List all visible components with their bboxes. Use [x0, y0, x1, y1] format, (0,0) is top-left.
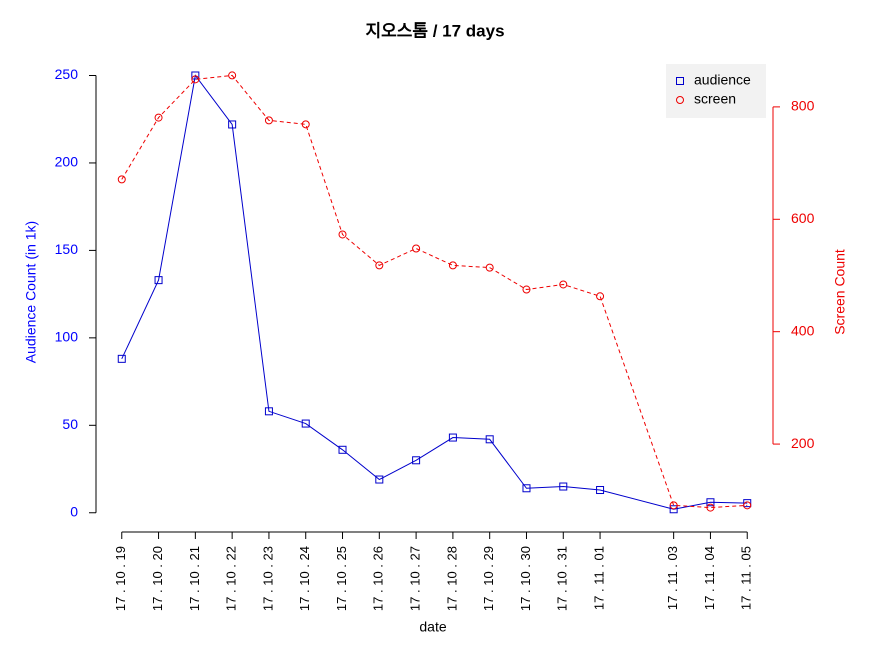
y-axis-label: Audience Count (in 1k) [23, 221, 39, 363]
x-tick-label: 17 . 10 . 19 [113, 546, 128, 611]
point [448, 261, 457, 270]
y2-tick-label: 200 [791, 435, 815, 451]
point [191, 71, 200, 80]
y-tick-label: 150 [55, 241, 79, 257]
point [706, 498, 715, 507]
x-tick-label: 17 . 11 . 03 [665, 546, 680, 610]
x-tick-label: 17 . 10 . 27 [408, 546, 423, 611]
point [338, 230, 347, 239]
point [264, 407, 273, 416]
point [228, 71, 237, 80]
legend-label: audience [694, 72, 751, 88]
y-tick-label: 50 [62, 416, 78, 432]
point [375, 475, 384, 484]
x-tick-label: 17 . 10 . 30 [518, 546, 533, 611]
y-tick-label: 100 [55, 329, 79, 345]
point [522, 484, 531, 493]
y-tick-label: 250 [55, 66, 79, 82]
point [228, 120, 237, 129]
y2-tick-label: 600 [791, 210, 815, 226]
point [412, 244, 421, 253]
point [596, 486, 605, 495]
point [669, 505, 678, 514]
x-tick-label: 17 . 10 . 28 [444, 546, 459, 611]
x-axis-label: date [419, 619, 446, 635]
series-line [121, 74, 748, 510]
x-tick-label: 17 . 11 . 01 [592, 546, 607, 610]
point [412, 456, 421, 465]
legend-marker [676, 77, 684, 85]
series-line [121, 74, 748, 509]
x-tick-label: 17 . 10 . 25 [334, 546, 349, 611]
x-tick-label: 17 . 10 . 29 [481, 546, 496, 611]
chart-title: 지오스톰 / 17 days [365, 21, 504, 40]
legend-box [666, 64, 766, 118]
point [301, 419, 310, 428]
point [191, 75, 200, 84]
x-tick-label: 17 . 11 . 05 [739, 546, 754, 610]
point [706, 503, 715, 512]
y-tick-label: 200 [55, 154, 79, 170]
x-tick-label: 17 . 10 . 23 [260, 546, 275, 611]
point [669, 501, 678, 510]
point [596, 292, 605, 301]
point [338, 445, 347, 454]
point [559, 482, 568, 491]
point [117, 175, 126, 184]
point [559, 280, 568, 289]
x-tick-label: 17 . 10 . 20 [150, 546, 165, 611]
x-tick-label: 17 . 10 . 22 [224, 546, 239, 611]
point [154, 113, 163, 122]
x-tick-label: 17 . 11 . 04 [702, 546, 717, 610]
point [375, 261, 384, 270]
y2-tick-label: 800 [791, 98, 815, 114]
x-tick-label: 17 . 10 . 31 [555, 546, 570, 611]
x-tick-label: 17 . 10 . 21 [187, 546, 202, 611]
point [154, 276, 163, 285]
point [485, 435, 494, 444]
y2-tick-label: 400 [791, 322, 815, 338]
point [485, 263, 494, 272]
y2-axis-label: Screen Count [832, 249, 848, 335]
point [117, 354, 126, 363]
point [743, 499, 752, 508]
legend-label: screen [694, 91, 736, 107]
point [448, 433, 457, 442]
point [522, 285, 531, 294]
point [264, 116, 273, 125]
point [743, 501, 752, 510]
y-tick-label: 0 [70, 503, 78, 519]
x-tick-label: 17 . 10 . 26 [371, 546, 386, 611]
x-tick-label: 17 . 10 . 24 [297, 546, 312, 611]
point [301, 120, 310, 129]
legend-marker [676, 96, 684, 104]
